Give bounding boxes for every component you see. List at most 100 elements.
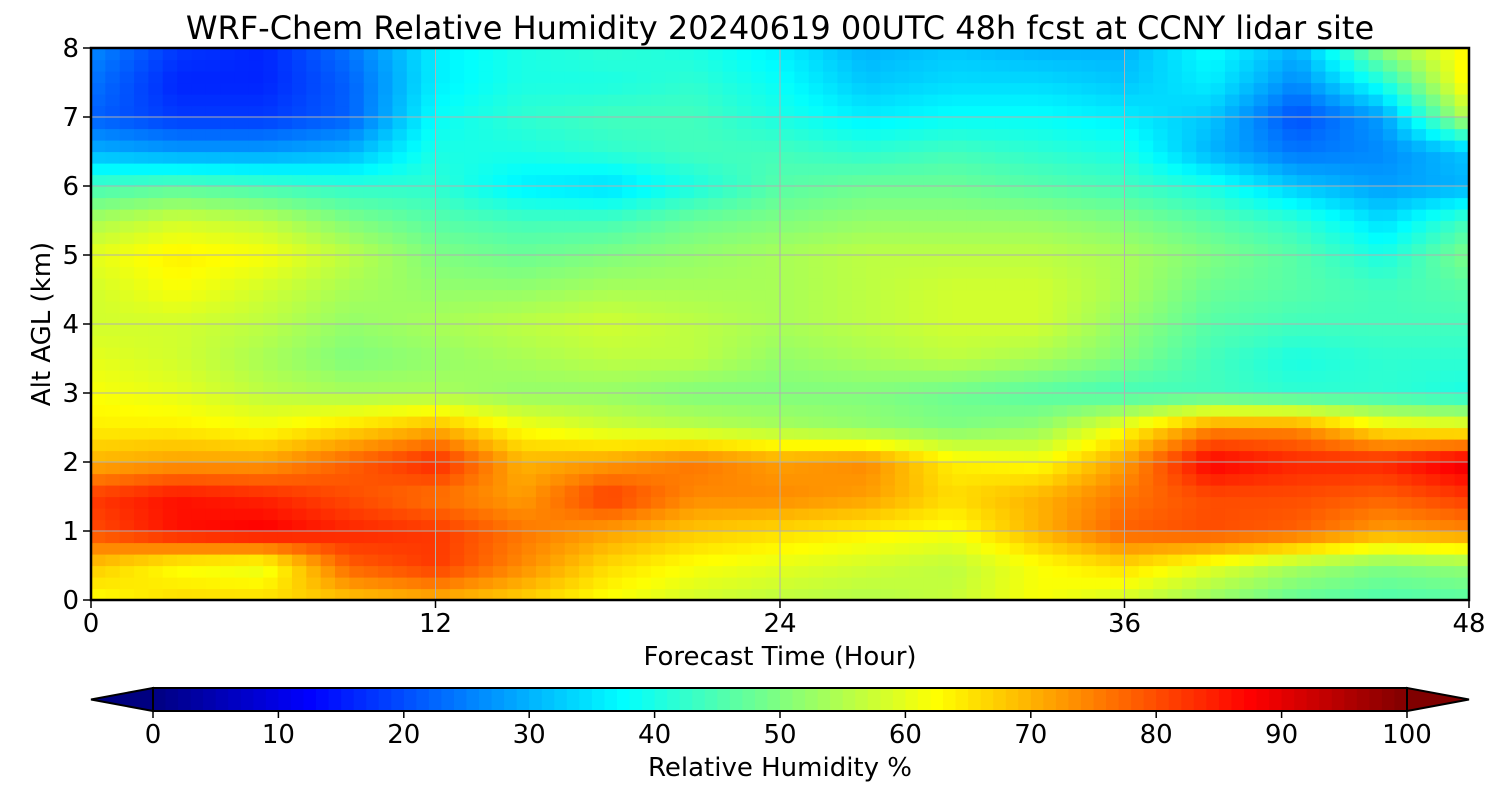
heatmap-cell [363, 404, 379, 417]
heatmap-cell [220, 542, 236, 555]
heatmap-cell [1425, 347, 1441, 360]
heatmap-cell [550, 71, 566, 84]
heatmap-cell [1253, 71, 1269, 84]
heatmap-cell [1268, 71, 1283, 84]
heatmap-cell [464, 312, 480, 325]
heatmap-cell [966, 519, 982, 532]
heatmap-cell [1354, 324, 1370, 337]
heatmap-cell [291, 163, 307, 176]
heatmap-cell [622, 197, 638, 210]
heatmap-cell [105, 358, 121, 371]
heatmap-cell [177, 519, 193, 532]
heatmap-cell [1224, 105, 1240, 118]
heatmap-cell [177, 255, 193, 268]
heatmap-cell [464, 140, 480, 153]
heatmap-cell [1167, 105, 1183, 118]
heatmap-cell [593, 427, 609, 440]
heatmap-cell [1397, 542, 1413, 555]
heatmap-cell [650, 496, 666, 509]
heatmap-cell [1425, 531, 1441, 544]
heatmap-cell [794, 312, 810, 325]
heatmap-cell [794, 427, 810, 440]
heatmap-cell [1038, 151, 1054, 164]
heatmap-cell [1224, 117, 1240, 130]
heatmap-cell [1268, 439, 1283, 452]
heatmap-cell [378, 186, 394, 199]
heatmap-cell [866, 255, 882, 268]
heatmap-cell [349, 117, 365, 130]
heatmap-cell [1009, 427, 1025, 440]
heatmap-cell [234, 174, 250, 187]
heatmap-cell [1253, 117, 1269, 130]
heatmap-cell [291, 473, 307, 486]
heatmap-cell [535, 508, 551, 521]
heatmap-cell [937, 220, 953, 233]
heatmap-cell [1282, 519, 1298, 532]
heatmap-cell [1368, 209, 1384, 222]
heatmap-cell [1210, 473, 1226, 486]
heatmap-cell [1052, 105, 1068, 118]
heatmap-cell [722, 174, 738, 187]
heatmap-cell [722, 485, 738, 498]
heatmap-cell [866, 531, 882, 544]
heatmap-cell [593, 404, 609, 417]
heatmap-cell [1052, 554, 1068, 567]
heatmap-cell [765, 393, 781, 406]
heatmap-cell [550, 243, 566, 256]
heatmap-cell [1138, 140, 1154, 153]
heatmap-cell [780, 358, 795, 371]
heatmap-cell [966, 82, 982, 95]
heatmap-cell [1339, 358, 1355, 371]
heatmap-cell [1325, 301, 1341, 314]
heatmap-cell [980, 324, 996, 337]
heatmap-cell [1095, 496, 1111, 509]
heatmap-cell [1224, 301, 1240, 314]
heatmap-cell [923, 393, 939, 406]
heatmap-cell [177, 174, 193, 187]
heatmap-cell [1138, 462, 1154, 475]
heatmap-cell [937, 140, 953, 153]
heatmap-cell [464, 255, 480, 268]
heatmap-cell [406, 117, 422, 130]
heatmap-cell [1095, 174, 1111, 187]
heatmap-cell [607, 243, 623, 256]
heatmap-cell [1224, 542, 1240, 555]
heatmap-cell [1325, 554, 1341, 567]
heatmap-cell [1296, 335, 1312, 348]
heatmap-cell [119, 48, 135, 61]
heatmap-cell [952, 243, 968, 256]
heatmap-cell [937, 496, 953, 509]
heatmap-cell [435, 485, 451, 498]
heatmap-cell [363, 519, 379, 532]
heatmap-cell [492, 266, 508, 279]
heatmap-cell [277, 450, 293, 463]
heatmap-cell [162, 289, 178, 302]
heatmap-cell [234, 508, 250, 521]
heatmap-cell [636, 197, 652, 210]
heatmap-cell [119, 439, 135, 452]
heatmap-cell [378, 347, 394, 360]
heatmap-cell [1081, 220, 1097, 233]
heatmap-cell [1167, 255, 1183, 268]
heatmap-cell [851, 82, 867, 95]
heatmap-cell [851, 531, 867, 544]
heatmap-cell [1153, 289, 1169, 302]
heatmap-cell [521, 531, 537, 544]
heatmap-cell [593, 266, 609, 279]
heatmap-cell [335, 496, 350, 509]
heatmap-cell [148, 105, 164, 118]
heatmap-cell [894, 243, 910, 256]
heatmap-cell [980, 71, 996, 84]
heatmap-cell [1339, 151, 1355, 164]
heatmap-cell [1354, 450, 1370, 463]
heatmap-cell [1325, 163, 1341, 176]
heatmap-cell [291, 289, 307, 302]
heatmap-cell [1239, 427, 1255, 440]
heatmap-cell [550, 554, 566, 567]
heatmap-cell [1454, 243, 1469, 256]
heatmap-cell [1296, 450, 1312, 463]
heatmap-cell [105, 48, 121, 61]
heatmap-cell [148, 473, 164, 486]
heatmap-cell [1239, 450, 1255, 463]
heatmap-cell [1153, 577, 1169, 590]
